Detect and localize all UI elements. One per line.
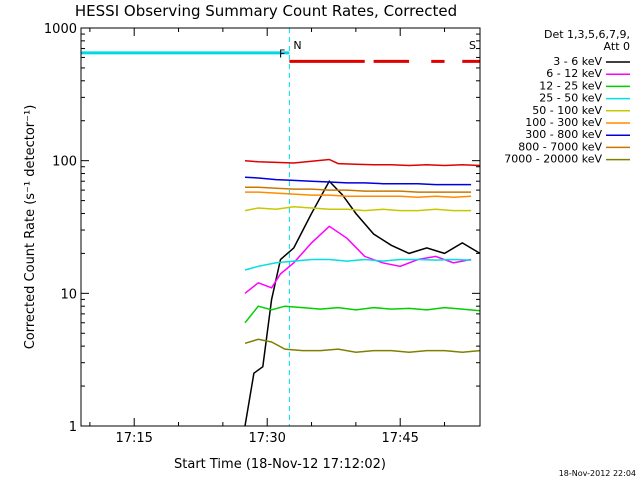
x-axis-label: Start Time (18-Nov-12 17:12:02) <box>174 457 386 472</box>
flag-label: N <box>293 39 301 52</box>
y-tick-label: 100 <box>52 155 77 170</box>
legend-label: 6 - 12 keV <box>546 67 602 80</box>
legend-label: 800 - 7000 keV <box>518 140 602 153</box>
legend-label: 7000 - 20000 keV <box>504 153 602 166</box>
legend-header: Att 0 <box>604 40 630 53</box>
x-tick-label: 17:30 <box>248 431 285 446</box>
legend-label: 300 - 800 keV <box>525 128 602 141</box>
footer-timestamp: 18-Nov-2012 22:04 <box>559 469 636 478</box>
x-tick-label: 17:15 <box>115 431 152 446</box>
y-tick-label: 1000 <box>44 22 77 37</box>
legend-label: 3 - 6 keV <box>553 55 602 68</box>
y-tick-label: 10 <box>60 287 77 302</box>
y-axis-label: Corrected Count Rate (s⁻¹ detector⁻¹) <box>23 105 38 350</box>
legend-label: 12 - 25 keV <box>539 79 602 92</box>
legend-label: 25 - 50 keV <box>539 92 602 105</box>
flag-label: S <box>469 39 476 52</box>
x-tick-label: 17:45 <box>381 431 418 446</box>
legend-label: 100 - 300 keV <box>525 116 602 129</box>
y-tick-label: 1 <box>69 420 77 435</box>
flag-label: F <box>279 47 285 60</box>
chart-title: HESSI Observing Summary Count Rates, Cor… <box>75 2 457 20</box>
legend-label: 50 - 100 keV <box>532 104 602 117</box>
